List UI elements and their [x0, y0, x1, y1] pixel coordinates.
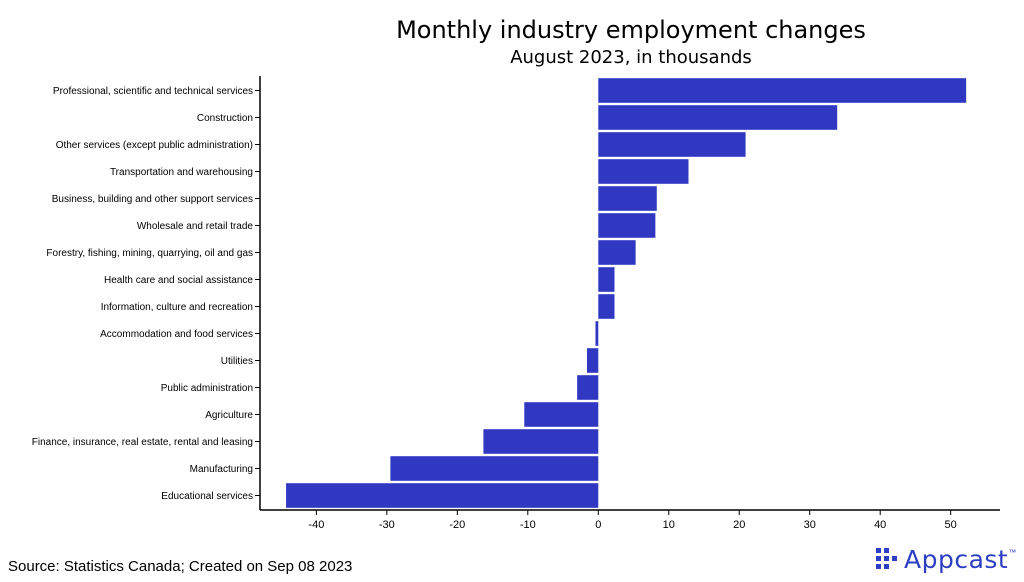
- chart-subtitle: August 2023, in thousands: [510, 47, 752, 68]
- logo-trademark: ™: [1008, 548, 1017, 557]
- y-tick-label-2: Other services (except public administra…: [56, 140, 253, 151]
- x-tick-label-6: 20: [733, 519, 745, 531]
- x-tick-label-9: 50: [945, 519, 957, 531]
- y-tick-label-9: Accommodation and food services: [100, 329, 253, 340]
- appcast-dots-icon: [876, 548, 897, 569]
- x-tick-label-5: 10: [663, 519, 675, 531]
- bar-15: [286, 483, 599, 508]
- bar-0: [598, 78, 967, 103]
- x-tick-label-3: -10: [520, 519, 536, 531]
- source-note: Source: Statistics Canada; Created on Se…: [8, 558, 353, 575]
- x-tick-label-7: 30: [804, 519, 816, 531]
- y-tick-label-15: Educational services: [161, 491, 253, 502]
- bar-12: [524, 402, 599, 427]
- logo-wordmark: Appcast: [904, 544, 1009, 574]
- y-tick-label-10: Utilities: [221, 356, 253, 367]
- appcast-logo: Appcast ™: [876, 544, 1016, 574]
- bar-3: [598, 159, 689, 184]
- y-tick-label-3: Transportation and warehousing: [110, 167, 253, 178]
- bar-5: [598, 213, 656, 238]
- y-tick-label-0: Professional, scientific and technical s…: [53, 86, 253, 97]
- y-tick-label-14: Manufacturing: [190, 464, 253, 475]
- bar-1: [598, 105, 838, 130]
- y-tick-label-11: Public administration: [161, 383, 253, 394]
- y-tick-label-4: Business, building and other support ser…: [52, 194, 253, 205]
- bar-9: [595, 321, 599, 346]
- x-tick-label-0: -40: [308, 519, 324, 531]
- y-tick-label-12: Agriculture: [205, 410, 253, 421]
- bar-8: [598, 294, 615, 319]
- bar-11: [577, 375, 599, 400]
- bar-13: [483, 429, 599, 454]
- bar-14: [390, 456, 599, 481]
- chart-title: Monthly industry employment changes: [396, 16, 866, 44]
- y-tick-label-1: Construction: [197, 113, 253, 124]
- y-tick-label-5: Wholesale and retail trade: [137, 221, 254, 232]
- x-tick-label-1: -30: [379, 519, 395, 531]
- y-tick-label-13: Finance, insurance, real estate, rental …: [32, 437, 253, 448]
- bar-10: [587, 348, 599, 373]
- x-tick-label-4: 0: [595, 519, 601, 531]
- y-tick-label-7: Health care and social assistance: [104, 275, 253, 286]
- bar-6: [598, 240, 636, 265]
- y-tick-label-6: Forestry, fishing, mining, quarrying, oi…: [46, 248, 253, 259]
- y-tick-label-8: Information, culture and recreation: [101, 302, 253, 313]
- x-tick-label-2: -20: [449, 519, 465, 531]
- bar-2: [598, 132, 746, 157]
- x-tick-label-8: 40: [874, 519, 886, 531]
- bar-4: [598, 186, 657, 211]
- bar-7: [598, 267, 615, 292]
